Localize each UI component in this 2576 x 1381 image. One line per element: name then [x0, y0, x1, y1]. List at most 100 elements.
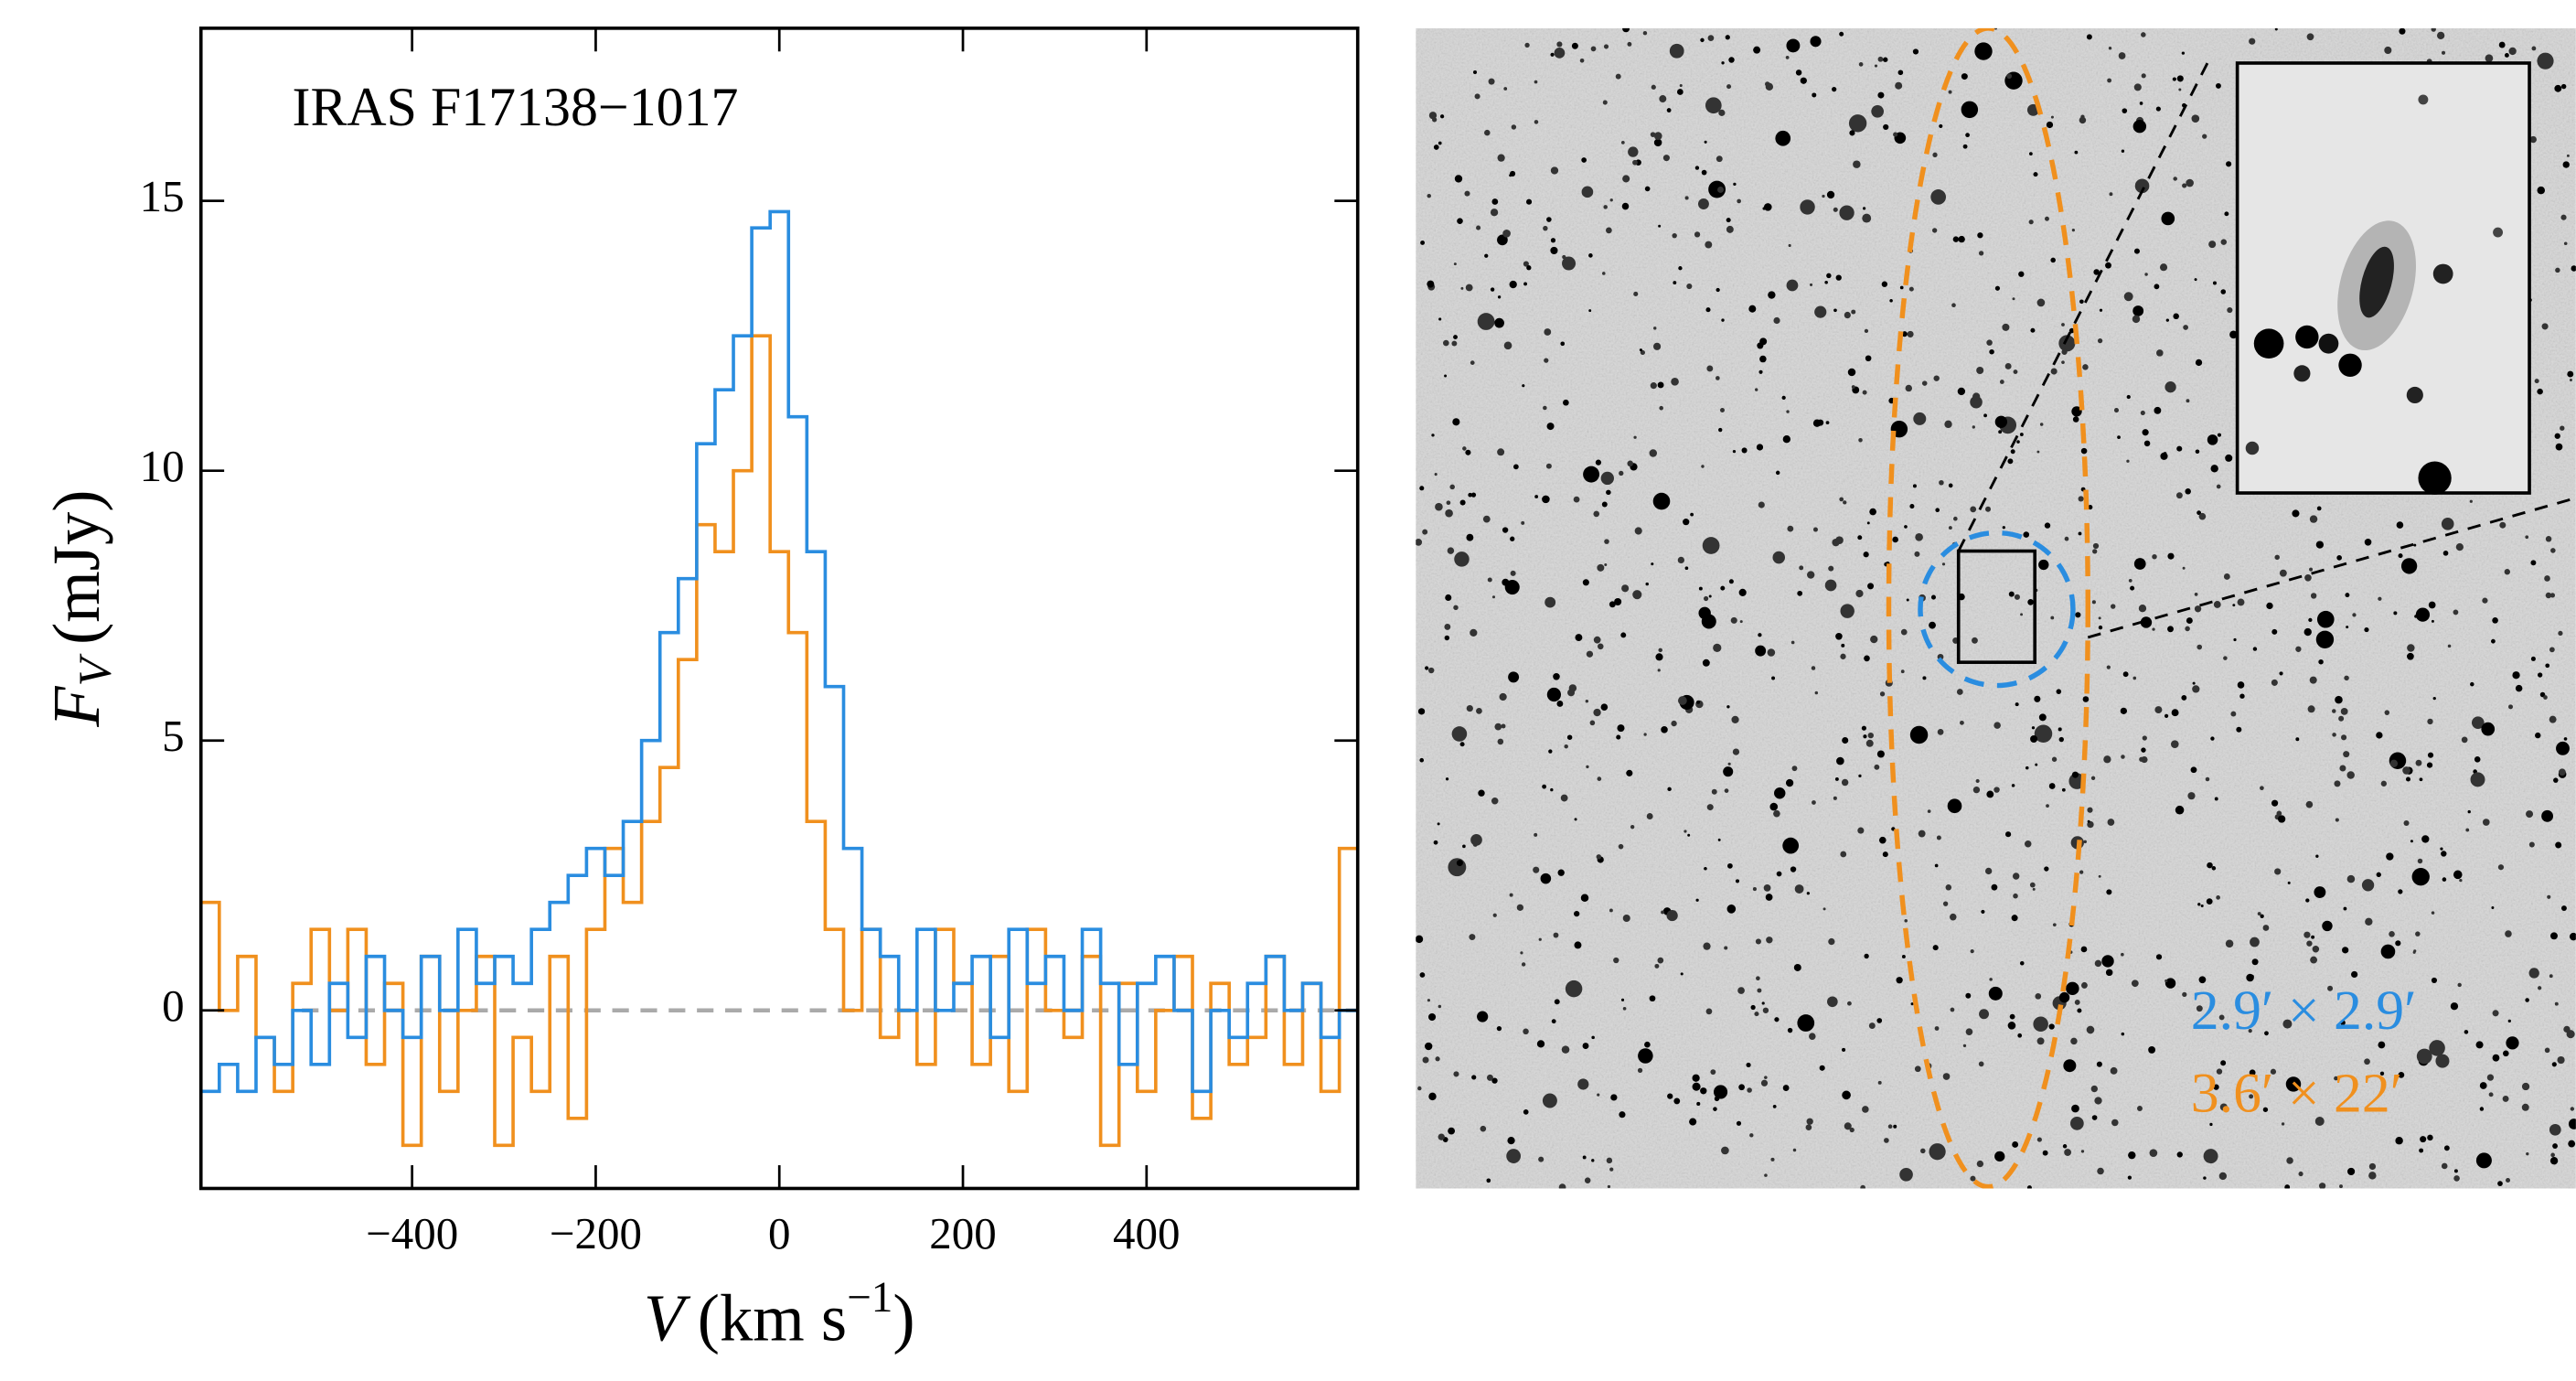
- star: [1462, 446, 1467, 451]
- star: [2481, 722, 2496, 736]
- star: [1795, 70, 1802, 76]
- star: [2281, 1122, 2285, 1126]
- star: [2077, 1008, 2082, 1013]
- star: [2314, 886, 2326, 898]
- star: [2154, 406, 2162, 414]
- star: [1881, 281, 1888, 287]
- star: [2079, 116, 2087, 124]
- star: [1993, 787, 2000, 793]
- star: [1994, 1151, 2005, 1162]
- star: [1811, 666, 1816, 670]
- star: [2554, 1001, 2559, 1006]
- star: [2482, 819, 2490, 826]
- star: [2279, 569, 2287, 577]
- star: [2178, 88, 2182, 91]
- star: [1762, 1007, 1769, 1013]
- star: [2092, 549, 2098, 554]
- star: [2155, 106, 2161, 112]
- star: [1970, 506, 1977, 513]
- star: [2262, 1107, 2269, 1112]
- star: [2050, 257, 2056, 263]
- star: [1915, 533, 1923, 541]
- star: [2396, 521, 2404, 529]
- star: [1484, 253, 1489, 258]
- star: [2091, 1115, 2098, 1120]
- star: [1628, 146, 1639, 157]
- star: [1904, 919, 1908, 923]
- star: [1841, 778, 1849, 787]
- star: [1607, 1184, 1611, 1189]
- star: [2029, 882, 2036, 888]
- star: [1842, 1047, 1846, 1052]
- star: [1603, 205, 1608, 209]
- star: [1702, 658, 1710, 667]
- star: [1914, 1065, 1921, 1073]
- star: [2033, 172, 2038, 177]
- star: [2384, 46, 2392, 55]
- star: [2343, 906, 2347, 911]
- star: [1720, 408, 1725, 413]
- star: [1523, 282, 1527, 286]
- star: [1653, 138, 1662, 147]
- star: [1713, 643, 1722, 652]
- star: [2414, 615, 2418, 618]
- star: [1444, 635, 1450, 641]
- star: [1884, 1138, 1889, 1143]
- star: [1503, 87, 1508, 91]
- star: [1790, 866, 1797, 872]
- star: [1550, 238, 1556, 243]
- star: [1860, 1184, 1865, 1189]
- star: [2459, 878, 2463, 883]
- star: [1877, 91, 1885, 99]
- star: [1597, 643, 1604, 650]
- star: [1620, 632, 1627, 638]
- star: [2058, 727, 2062, 732]
- star: [2249, 1094, 2254, 1099]
- star: [2197, 644, 2203, 650]
- star: [2186, 617, 2193, 625]
- star: [2351, 970, 2358, 979]
- star: [2172, 77, 2176, 81]
- star: [2048, 1023, 2055, 1030]
- star: [1509, 280, 1517, 289]
- star: [1546, 423, 1555, 431]
- star: [2492, 1010, 2499, 1017]
- star: [1889, 299, 1893, 303]
- star: [2211, 866, 2217, 871]
- star: [2332, 733, 2336, 737]
- star: [1696, 700, 1701, 704]
- star: [2465, 828, 2470, 832]
- star: [2106, 889, 2112, 895]
- star: [1721, 318, 1725, 322]
- star: [1534, 80, 1538, 84]
- star: [1735, 879, 1740, 883]
- star: [1653, 132, 1662, 140]
- star: [1824, 281, 1828, 284]
- star: [2457, 982, 2462, 988]
- star: [1692, 1082, 1701, 1091]
- inset-star: [2253, 328, 2284, 359]
- star: [2508, 704, 2514, 710]
- star: [2062, 1144, 2068, 1149]
- star: [1786, 410, 1790, 413]
- star: [1717, 186, 1724, 193]
- star: [2455, 543, 2464, 551]
- star: [1523, 1108, 1529, 1115]
- star: [2560, 83, 2567, 90]
- star: [1786, 279, 1799, 292]
- star: [2058, 335, 2076, 352]
- star: [2220, 289, 2227, 294]
- star: [1824, 579, 1837, 592]
- star: [2144, 273, 2148, 276]
- star: [2506, 1177, 2511, 1183]
- star: [2106, 665, 2111, 669]
- star: [1571, 42, 1578, 49]
- star: [1708, 594, 1712, 598]
- star: [1720, 585, 1726, 591]
- star: [1658, 648, 1662, 653]
- star: [2109, 192, 2113, 197]
- star: [2364, 538, 2372, 546]
- star: [1887, 1124, 1893, 1129]
- star: [1895, 81, 1903, 90]
- star: [2384, 710, 2390, 715]
